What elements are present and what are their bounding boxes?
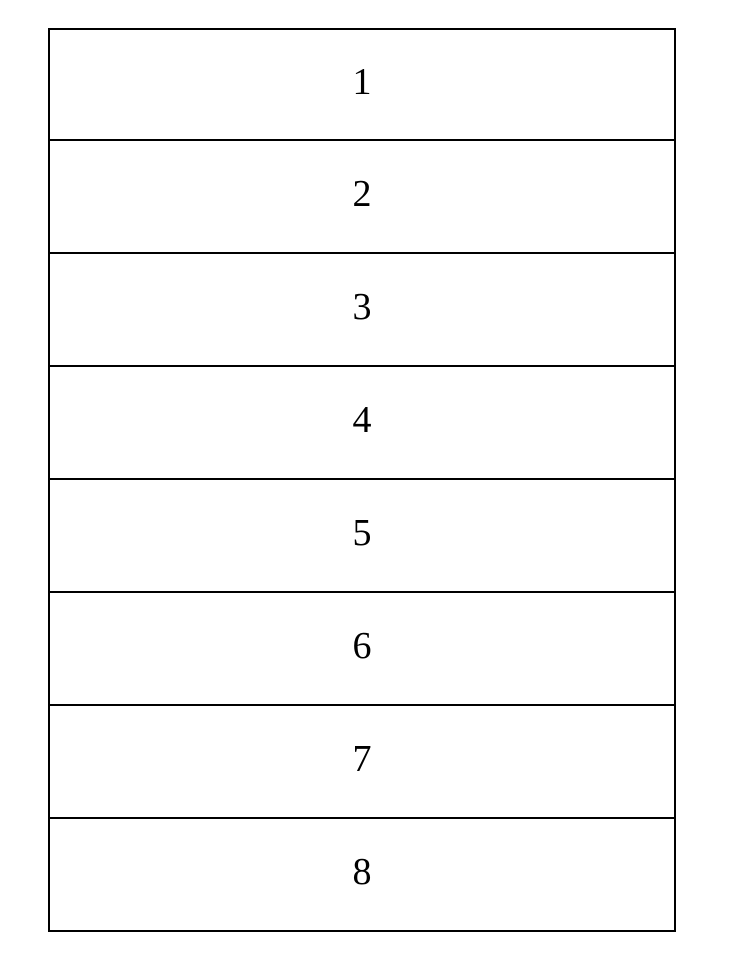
table-row: 2	[48, 141, 676, 254]
table-row: 5	[48, 480, 676, 593]
numbered-table: 12345678	[48, 28, 676, 932]
table-row: 8	[48, 819, 676, 932]
table-row: 7	[48, 706, 676, 819]
table-row: 4	[48, 367, 676, 480]
table-row: 3	[48, 254, 676, 367]
table-row: 1	[48, 28, 676, 141]
table-row: 6	[48, 593, 676, 706]
